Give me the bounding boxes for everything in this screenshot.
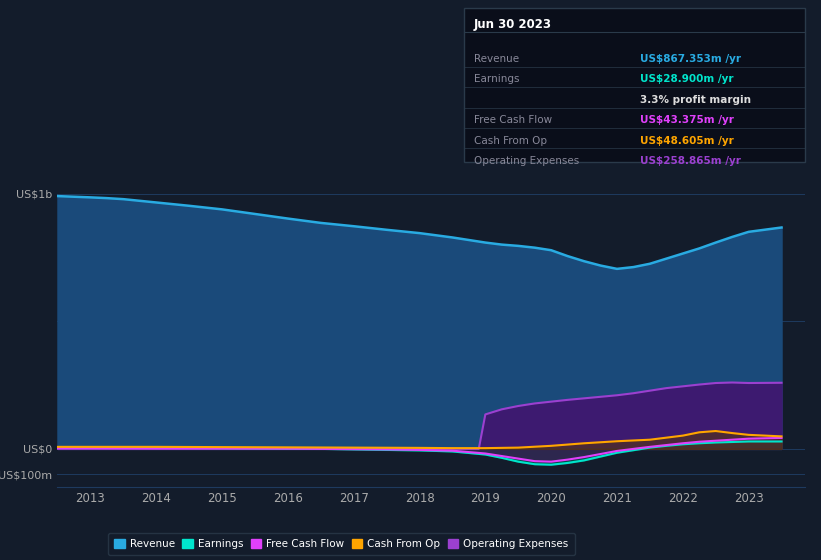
Text: Revenue: Revenue [474, 54, 519, 64]
Text: Earnings: Earnings [474, 74, 519, 85]
Text: Jun 30 2023: Jun 30 2023 [474, 18, 552, 31]
Text: Operating Expenses: Operating Expenses [474, 156, 579, 166]
Text: Free Cash Flow: Free Cash Flow [474, 115, 552, 125]
Text: US$43.375m /yr: US$43.375m /yr [640, 115, 734, 125]
Legend: Revenue, Earnings, Free Cash Flow, Cash From Op, Operating Expenses: Revenue, Earnings, Free Cash Flow, Cash … [108, 533, 575, 556]
Text: US$28.900m /yr: US$28.900m /yr [640, 74, 734, 85]
Text: US$258.865m /yr: US$258.865m /yr [640, 156, 741, 166]
Text: 3.3% profit margin: 3.3% profit margin [640, 95, 751, 105]
Text: US$867.353m /yr: US$867.353m /yr [640, 54, 741, 64]
Text: Cash From Op: Cash From Op [474, 136, 547, 146]
Text: US$48.605m /yr: US$48.605m /yr [640, 136, 734, 146]
